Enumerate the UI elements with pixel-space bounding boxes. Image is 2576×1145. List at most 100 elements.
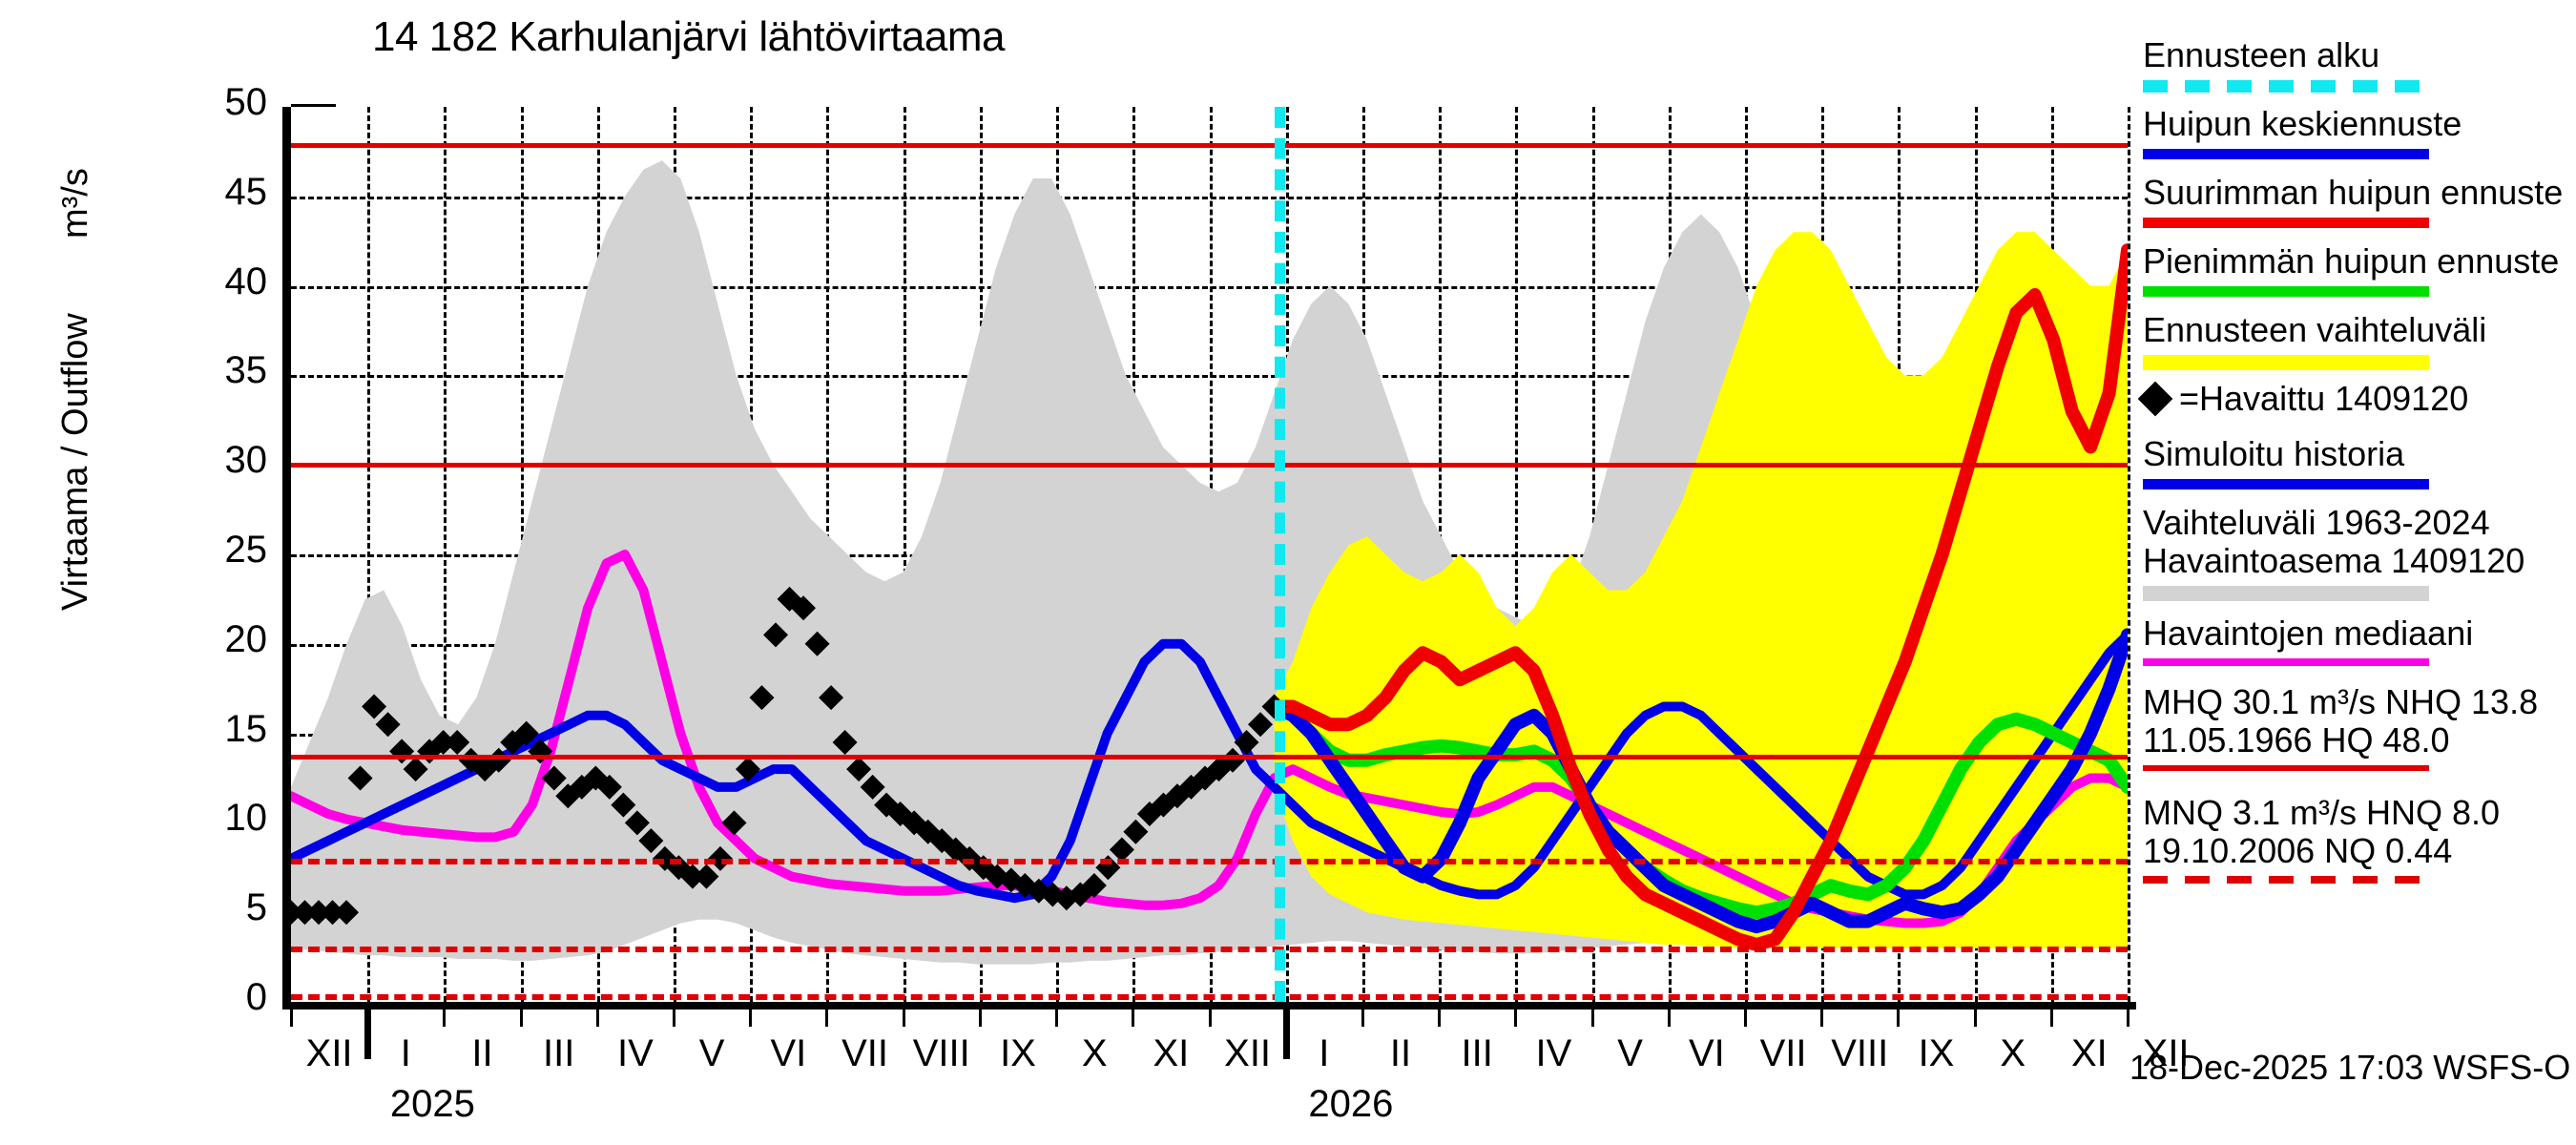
x-tick [1668,1002,1671,1027]
y-axis-unit: m³/s [55,168,96,239]
legend-swatch-cyan-dash [2143,80,2429,93]
legend-item: Ennusteen vaihteluväli [2143,311,2572,370]
x-tick-label: II [471,1032,492,1075]
legend-swatch-magenta [2143,658,2429,666]
x-tick-label: VIII [1831,1032,1888,1075]
y-tick-label: 50 [153,81,267,124]
x-tick-label: VII [1760,1032,1807,1075]
legend-label: Huipun keskiennuste [2143,105,2572,143]
legend-label-secondary: 19.10.2006 NQ 0.44 [2143,832,2572,870]
x-tick [1438,1002,1441,1027]
footer-timestamp: 18-Dec-2025 17:03 WSFS-O [2129,1048,2570,1088]
y-tick-label: 35 [153,349,267,392]
x-tick [1897,1002,1900,1027]
legend-label: Vaihteluväli 1963-2024 [2143,504,2572,542]
x-tick [2050,1002,2053,1027]
legend-item: Vaihteluväli 1963-2024Havaintoasema 1409… [2143,504,2572,601]
legend-item: Suurimman huipun ennuste [2143,174,2572,228]
legend-label: Simuloitu historia [2143,435,2572,473]
x-tick-label: XII [306,1032,353,1075]
legend-swatch-red [2143,218,2429,228]
reference-line-hq [291,143,2128,148]
y-tick-label: 20 [153,618,267,661]
x-tick-label: XI [2071,1032,2108,1075]
x-tick-label: II [1390,1032,1411,1075]
forecast-start-line [1275,107,1285,1002]
x-tick [1591,1002,1594,1027]
legend-label: Pienimmän huipun ennuste [2143,242,2572,281]
x-tick-label: IX [1000,1032,1036,1075]
x-tick-label: I [1319,1032,1329,1075]
y-axis-label: Virtaama / Outflow [55,313,96,611]
reference-line-nq [291,994,2128,1000]
legend-label-secondary: 11.05.1966 HQ 48.0 [2143,721,2572,760]
x-tick [1361,1002,1364,1027]
diamond-icon [2138,382,2173,417]
x-tick [443,1002,446,1027]
x-tick-label: VIII [913,1032,970,1075]
legend-swatch-green [2143,286,2429,297]
legend-swatch-red-dash [2143,876,2429,884]
y-tick-label: 10 [153,797,267,840]
x-tick [979,1002,982,1027]
y-tick-label: 30 [153,439,267,482]
x-tick-label: VI [1689,1032,1725,1075]
legend-label-secondary: Havaintoasema 1409120 [2143,542,2572,580]
legend-swatch-gray [2143,586,2429,601]
legend-swatch-blue [2143,149,2429,159]
legend-item: MNQ 3.1 m³/s HNQ 8.019.10.2006 NQ 0.44 [2143,794,2572,884]
x-tick [825,1002,828,1027]
y-tick-label: 45 [153,171,267,214]
x-tick [596,1002,599,1027]
x-year-label: 2026 [1308,1083,1393,1126]
x-tick [520,1002,523,1027]
y-tick-label: 15 [153,708,267,751]
legend-label: =Havaittu 1409120 [2179,380,2468,418]
legend-item: Pienimmän huipun ennuste [2143,242,2572,297]
x-year-label: 2025 [390,1083,475,1126]
x-tick-label: III [1462,1032,1493,1075]
x-tick-label: VII [841,1032,888,1075]
legend-label: Havaintojen mediaani [2143,614,2572,653]
x-tick [364,1002,371,1059]
page-title: 14 182 Karhulanjärvi lähtövirtaama [372,13,1005,61]
x-tick-label: XI [1153,1032,1189,1075]
chart-plot-area [291,107,2128,1002]
x-tick [2127,1002,2129,1027]
gridline-vertical [2128,107,2130,1002]
legend-label: Ennusteen vaihteluväli [2143,311,2572,349]
y-tick-label: 40 [153,260,267,303]
x-tick [290,1002,293,1027]
x-tick-label: XII [1224,1032,1271,1075]
reference-line-hnq [291,859,2128,864]
chart-series-layer [291,107,2128,1002]
reference-line-mnq [291,947,2128,952]
x-tick-label: V [1617,1032,1643,1075]
y-tick-label: 25 [153,529,267,572]
x-tick-label: III [543,1032,574,1075]
x-tick [1209,1002,1212,1027]
y-axis-line [282,107,291,1003]
x-tick [1514,1002,1517,1027]
x-tick-label: VI [770,1032,806,1075]
legend-label: MNQ 3.1 m³/s HNQ 8.0 [2143,794,2572,832]
x-tick-label: V [699,1032,725,1075]
x-tick-label: IV [617,1032,654,1075]
x-tick-label: IX [1919,1032,1955,1075]
y-tick-label: 5 [153,886,267,929]
legend-item: Havaintojen mediaani [2143,614,2572,666]
x-tick [1055,1002,1058,1027]
y-tick-label: 0 [153,976,267,1019]
legend-item: Simuloitu historia [2143,435,2572,489]
legend-label: Ennusteen alku [2143,36,2572,74]
x-tick-label: IV [1536,1032,1572,1075]
x-tick [1132,1002,1134,1027]
legend-item: Ennusteen alku [2143,36,2572,93]
x-tick [749,1002,752,1027]
x-tick-label: X [1082,1032,1108,1075]
x-tick [1744,1002,1747,1027]
x-tick [1283,1002,1290,1059]
x-tick [673,1002,675,1027]
legend-item: MHQ 30.1 m³/s NHQ 13.811.05.1966 HQ 48.0 [2143,683,2572,771]
legend-item: Huipun keskiennuste [2143,105,2572,159]
